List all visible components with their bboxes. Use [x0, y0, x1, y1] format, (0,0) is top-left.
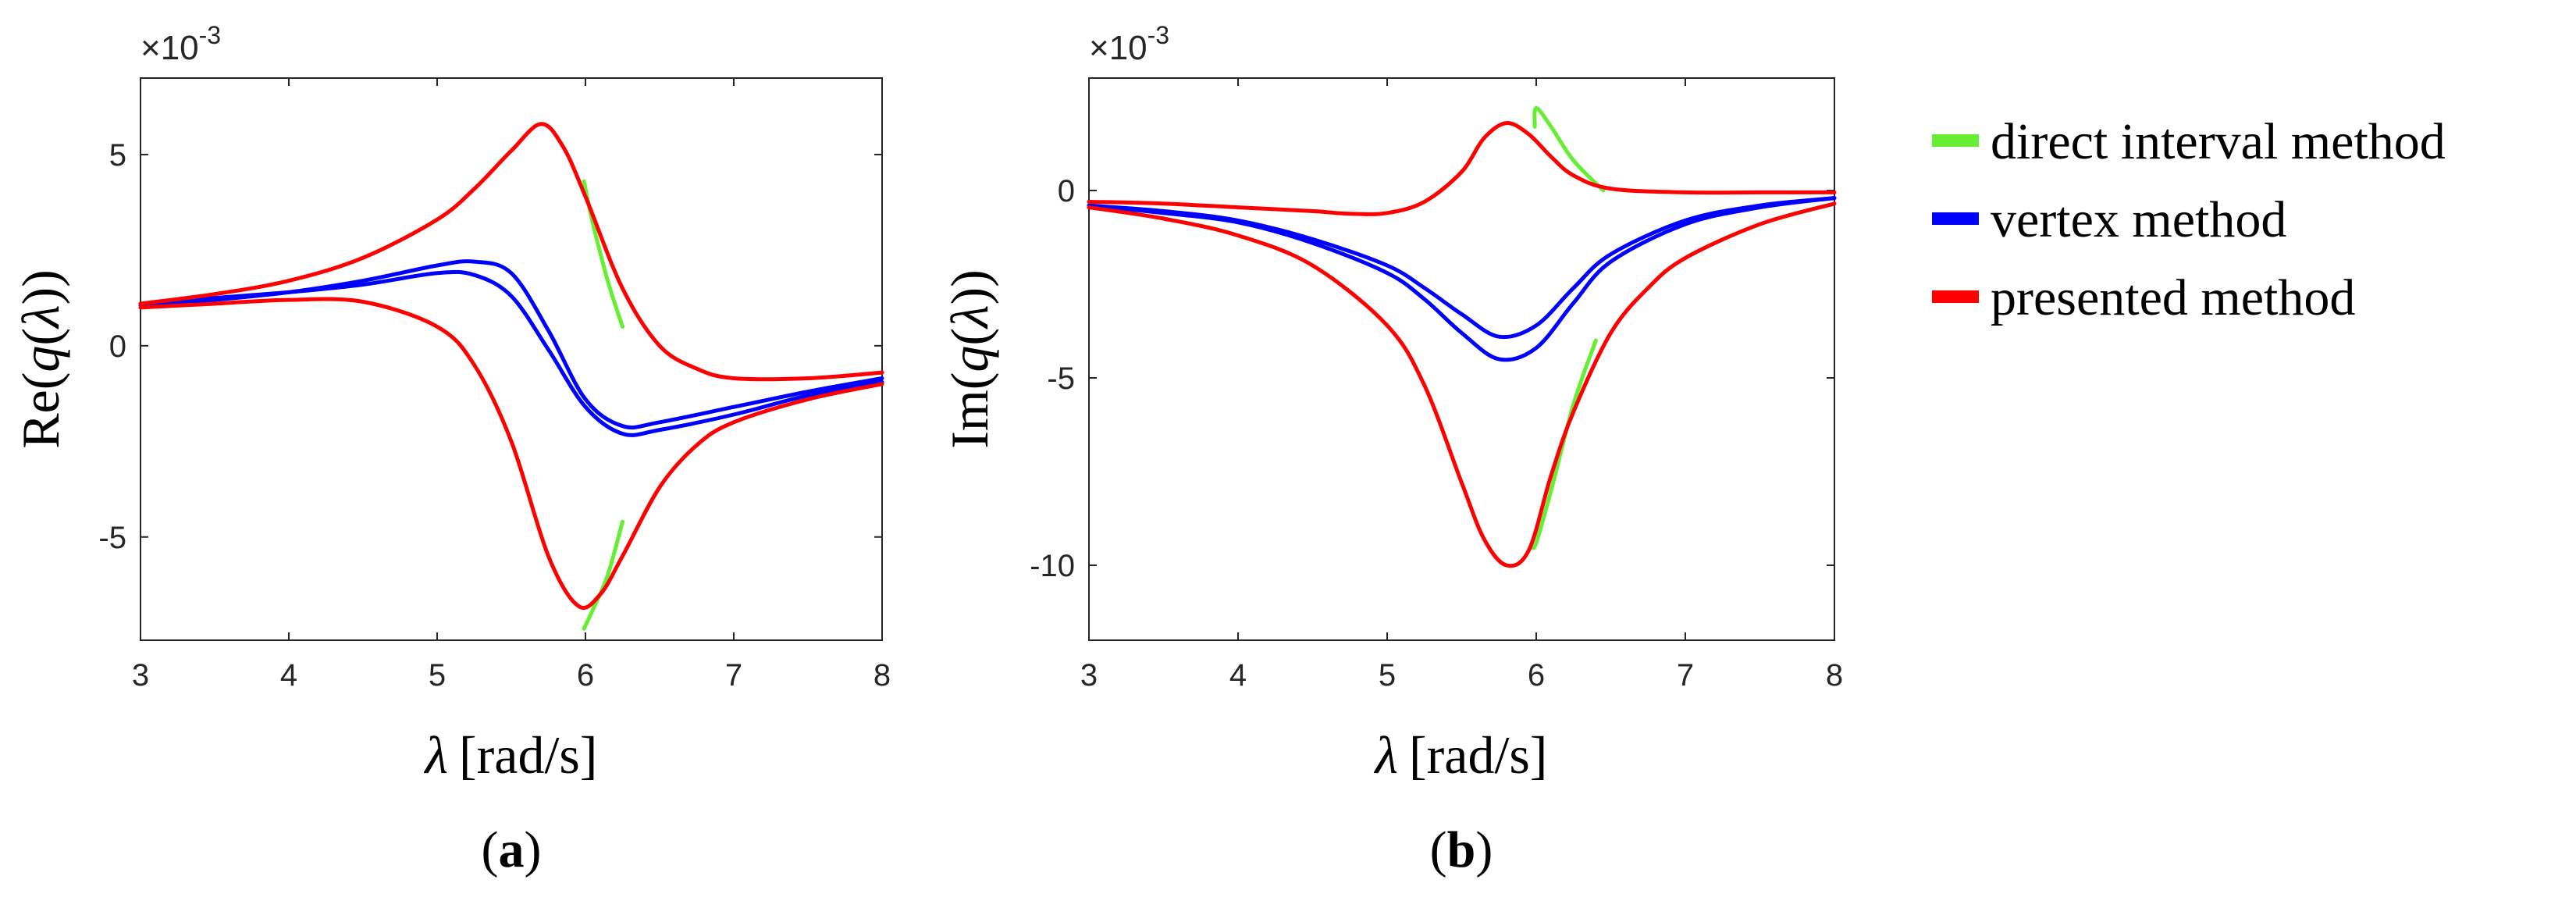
plot-a-y-multiplier: ×10-3: [141, 21, 221, 67]
plot-b-x-axis-label: λ [rad/s]: [1374, 725, 1548, 785]
panel-label-b: (b): [1430, 821, 1493, 878]
plot-a-x-tick-label: 4: [280, 658, 297, 693]
plot-a-axes-box: [140, 77, 883, 641]
plot-a-x-tick-label: 5: [429, 658, 446, 693]
plot-a-x-tick-label: 8: [873, 658, 891, 693]
plot-a-x-tick-label: 7: [725, 658, 742, 693]
plot-a-x-tick-label: 6: [577, 658, 594, 693]
plot-a-x-axis-label: λ [rad/s]: [424, 725, 598, 785]
legend-label-vertex: vertex method: [1991, 191, 2286, 248]
plot-a-series-direct-interval-method-1: [582, 519, 624, 631]
plot-a-x-ticks: 3 4 5 6 7 8: [132, 78, 891, 693]
plot-a-series-presented-method-5: [138, 297, 884, 611]
plot-b-series-direct-interval-method-1: [1529, 338, 1598, 550]
plot-b-x-tick-label: 3: [1080, 658, 1098, 693]
plot-b-x-tick-label: 5: [1379, 658, 1396, 693]
legend-item-direct-interval: direct interval method: [1932, 113, 2446, 170]
panel-label-a: (a): [482, 821, 542, 878]
plot-b-series-direct-interval-method-0: [1532, 105, 1606, 193]
plot-b-x-tick-label: 4: [1229, 658, 1247, 693]
panel-a: 3 4 5 6 7 8 -5 0 5 ×10-3 Re(q(λ)) λ [rad/s] (a): [11, 21, 891, 878]
plot-a-series-presented-method-4: [138, 122, 884, 382]
plot-b-axes-box: [1088, 77, 1835, 641]
plot-b-series-presented-method-4: [1087, 121, 1837, 216]
plot-b-x-tick-label: 8: [1826, 658, 1843, 693]
plot-b-y-tick-label: 0: [1058, 174, 1075, 208]
legend-label-presented: presented method: [1991, 269, 2355, 326]
plot-a-y-ticks: -5 0 5: [98, 138, 882, 555]
plot-a-series-lines: [138, 122, 884, 631]
panel-b: 3 4 5 6 7 8 -10 -5 0 ×10-3 Im(q(λ)) λ [rad/s] (b…: [940, 21, 1843, 878]
legend-item-vertex: vertex method: [1932, 191, 2286, 248]
plot-b-series-presented-method-5: [1087, 201, 1837, 568]
plot-b-x-tick-label: 6: [1528, 658, 1545, 693]
plot-b-y-multiplier: ×10-3: [1089, 21, 1169, 67]
legend-item-presented: presented method: [1932, 269, 2355, 326]
plot-a-y-tick-label: -5: [98, 521, 126, 555]
plot-b-y-ticks: -10 -5 0: [1030, 174, 1834, 583]
legend: direct interval method vertex method pre…: [1932, 113, 2446, 326]
plot-a-y-tick-label: 0: [109, 329, 126, 364]
plot-a-series-vertex-method-3: [138, 269, 884, 437]
plot-b-series-vertex-method-3: [1087, 196, 1837, 362]
plot-b-series-lines: [1087, 105, 1837, 568]
plot-a-y-axis-label: Re(q(λ)): [11, 269, 70, 449]
plot-a-x-tick-label: 3: [132, 658, 149, 693]
plot-b-y-tick-label: -5: [1047, 361, 1075, 396]
plot-b-y-tick-label: -10: [1030, 549, 1075, 583]
legend-label-direct-interval: direct interval method: [1991, 113, 2446, 170]
plot-a-y-tick-label: 5: [109, 138, 126, 173]
plot-b-x-ticks: 3 4 5 6 7 8: [1080, 78, 1843, 693]
plot-b-x-tick-label: 7: [1677, 658, 1694, 693]
plot-b-y-axis-label: Im(q(λ)): [940, 269, 999, 449]
